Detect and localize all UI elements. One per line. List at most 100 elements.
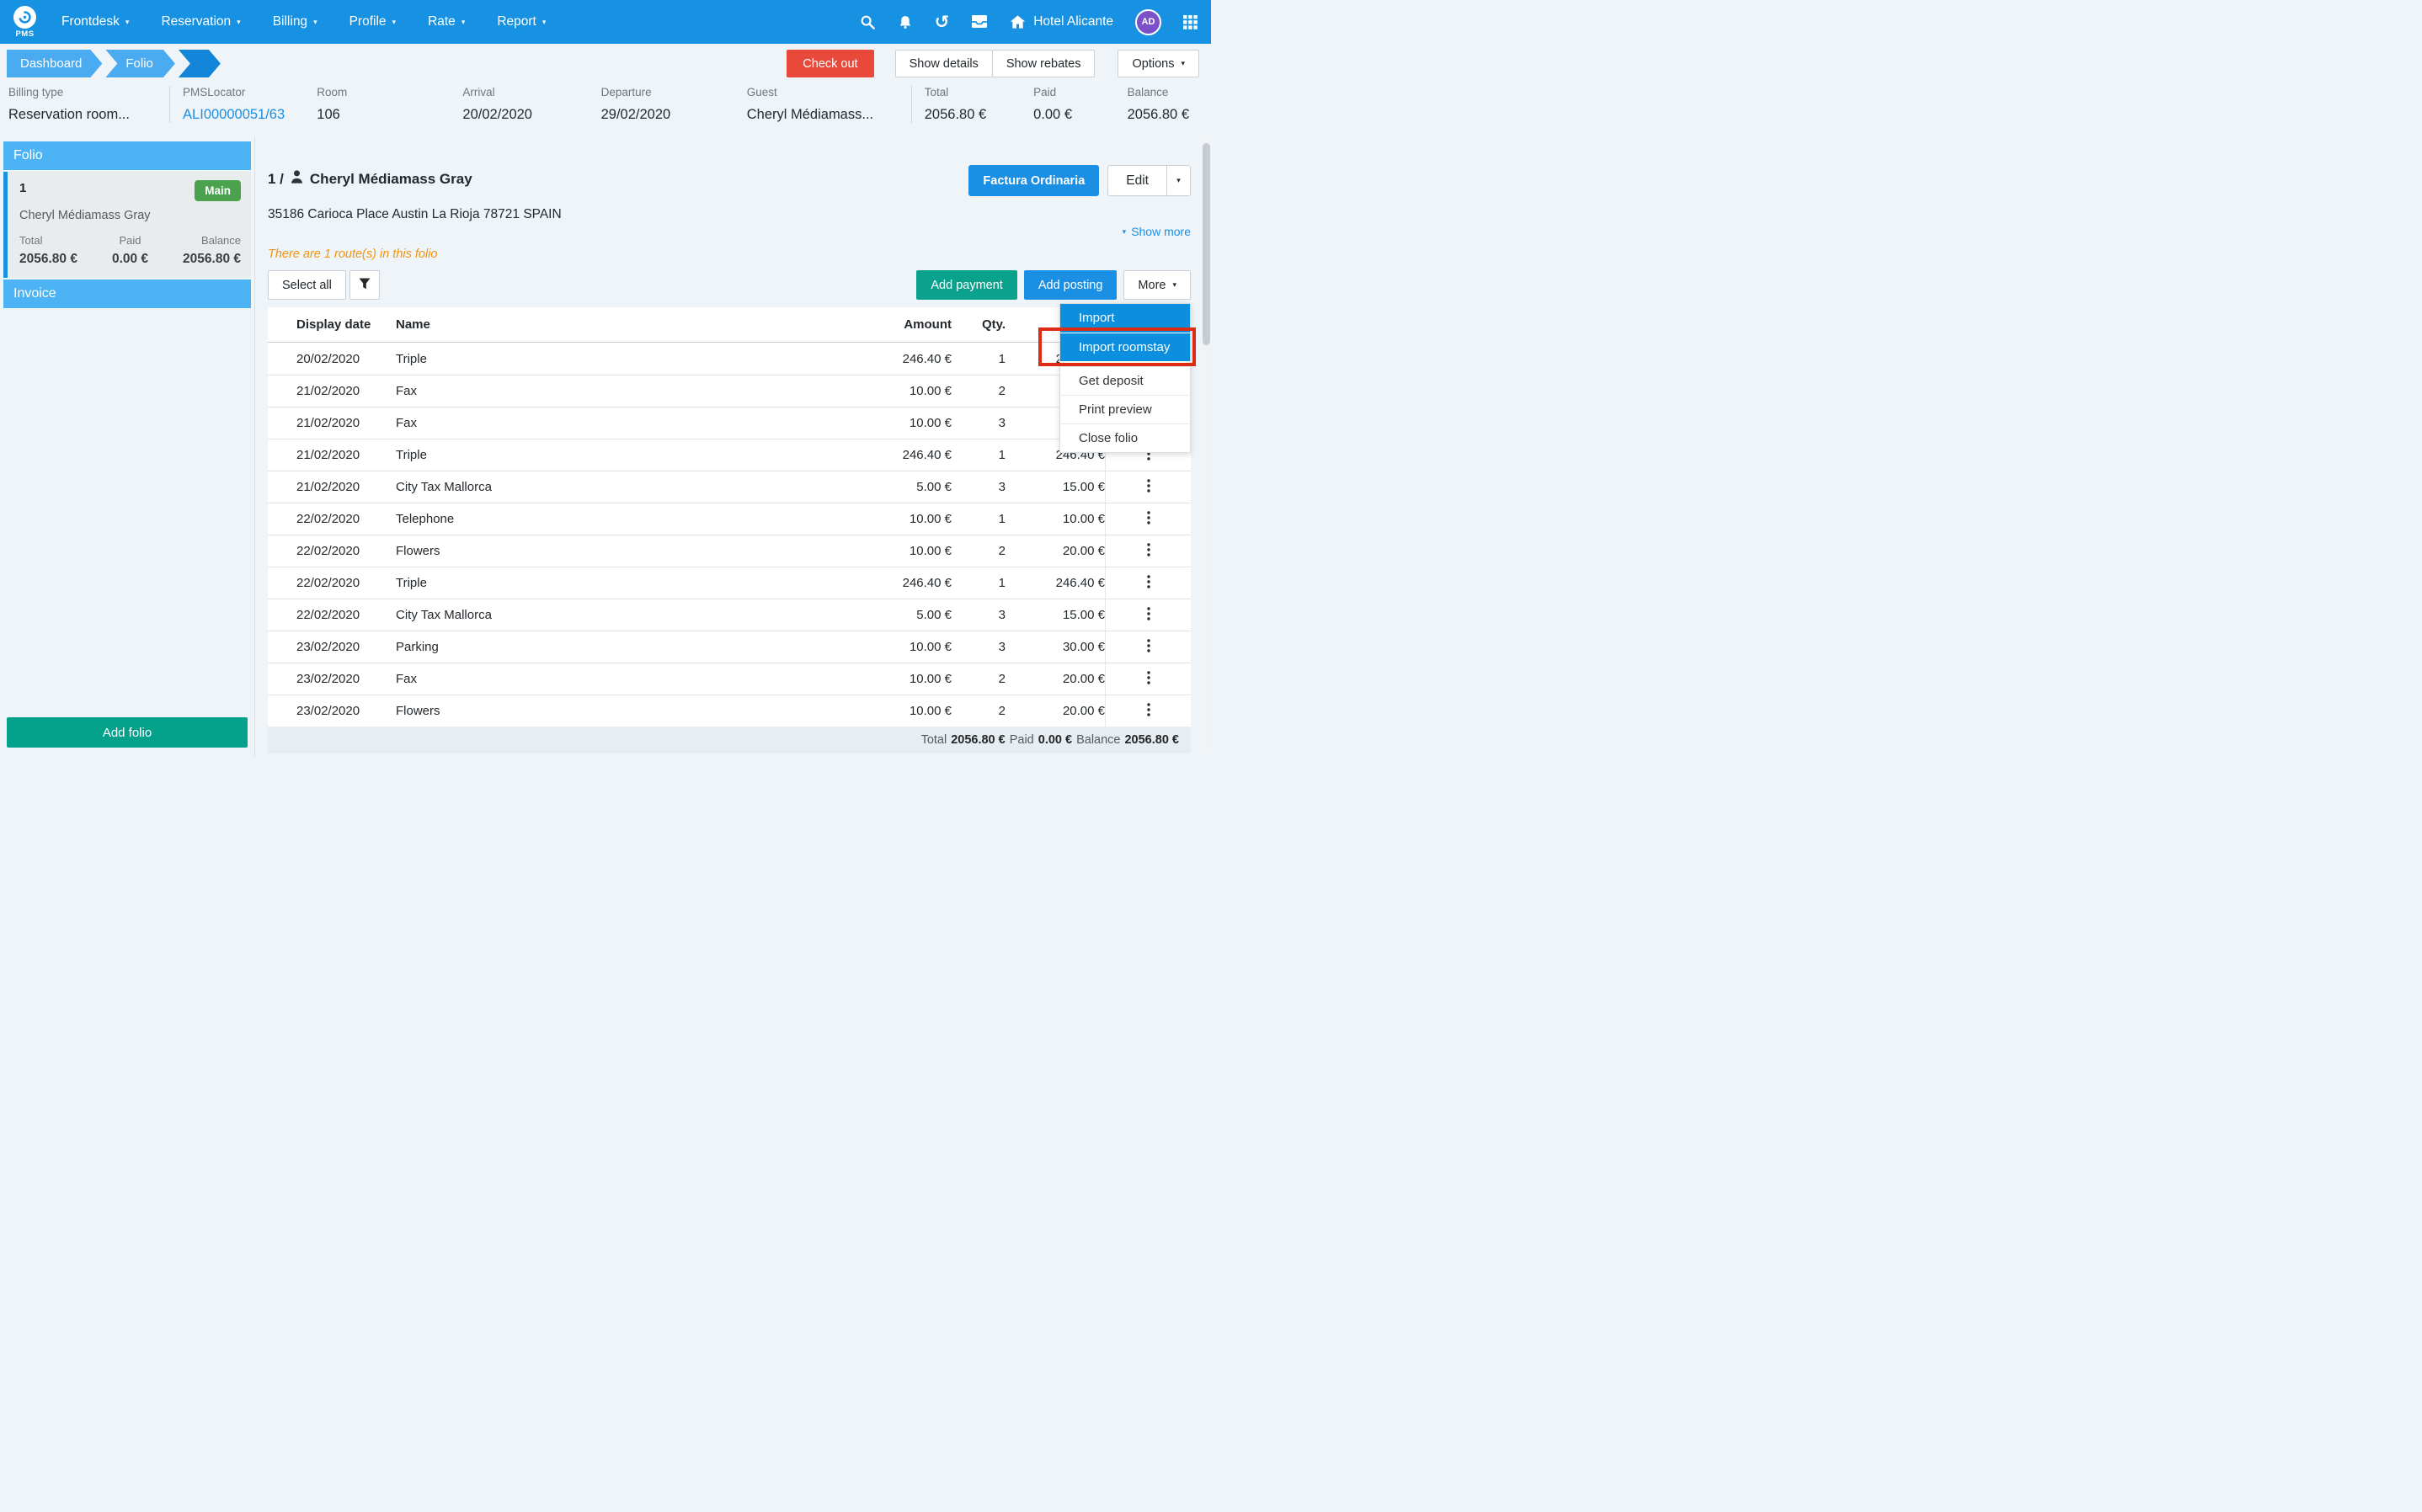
current-property[interactable]: Hotel Alicante	[1010, 14, 1113, 29]
posting-qty: 3	[952, 480, 1006, 494]
posting-date: 23/02/2020	[268, 672, 396, 686]
posting-name: Flowers	[396, 544, 849, 558]
posting-row[interactable]: 22/02/2020 Triple 246.40 € 1 246.40 €	[268, 567, 1191, 599]
chevron-down-icon: ▾	[1172, 280, 1176, 290]
posting-amount: 10.00 €	[849, 672, 952, 686]
posting-row[interactable]: 22/02/2020 City Tax Mallorca 5.00 € 3 15…	[268, 599, 1191, 631]
pms-logo-text: PMS	[15, 29, 34, 39]
posting-row[interactable]: 21/02/2020 Triple 246.40 € 1 246.40 €	[268, 439, 1191, 471]
filter-button[interactable]	[349, 270, 380, 300]
vertical-scrollbar[interactable]	[1203, 139, 1210, 753]
person-icon	[291, 170, 303, 188]
guest-title: 1 / Cheryl Médiamass Gray	[268, 165, 472, 188]
menu-item-import-roomstay[interactable]: Import roomstay	[1060, 333, 1190, 361]
posting-row[interactable]: 21/02/2020 City Tax Mallorca 5.00 € 3 15…	[268, 471, 1191, 503]
chevron-down-icon: ▾	[125, 18, 130, 27]
menu-frontdesk[interactable]: Frontdesk▾	[61, 14, 129, 29]
pms-logo[interactable]: PMS	[13, 6, 36, 39]
posting-qty: 2	[952, 544, 1006, 558]
posting-amount: 5.00 €	[849, 608, 952, 622]
posting-name: City Tax Mallorca	[396, 480, 849, 494]
col-display-date: Display date	[268, 317, 396, 332]
chevron-down-icon: ▾	[1123, 227, 1127, 237]
posting-total: 30.00 €	[1006, 640, 1105, 654]
row-kebab-menu-button[interactable]	[1139, 572, 1159, 594]
posting-row[interactable]: 21/02/2020 Fax 10.00 € 2 20.00 €	[268, 375, 1191, 407]
top-navbar: PMS Frontdesk▾ Reservation▾ Billing▾ Pro…	[0, 0, 1211, 44]
select-all-button[interactable]: Select all	[268, 270, 346, 300]
chevron-down-icon: ▾	[237, 18, 241, 27]
menu-profile[interactable]: Profile▾	[349, 14, 396, 29]
scrollbar-thumb[interactable]	[1203, 143, 1210, 345]
posting-total: 15.00 €	[1006, 480, 1105, 494]
posting-actions-cell	[1105, 471, 1191, 503]
postings-body: 20/02/2020 Triple 246.40 € 1 246.40 € 21…	[268, 343, 1191, 727]
posting-row[interactable]: 22/02/2020 Flowers 10.00 € 2 20.00 €	[268, 535, 1191, 567]
menu-item-print-preview[interactable]: Print preview	[1060, 395, 1190, 423]
postings-toolbar: Select all Add payment Add posting More …	[268, 270, 1191, 300]
row-kebab-menu-button[interactable]	[1139, 700, 1159, 722]
row-kebab-menu-button[interactable]	[1139, 540, 1159, 562]
show-details-button[interactable]: Show details	[895, 50, 993, 77]
menu-item-get-deposit[interactable]: Get deposit	[1060, 366, 1190, 395]
posting-actions-cell	[1105, 567, 1191, 599]
show-rebates-button[interactable]: Show rebates	[992, 50, 1096, 77]
posting-date: 22/02/2020	[268, 544, 396, 558]
folio-card[interactable]: 1 Main Cheryl Médiamass Gray Total 2056.…	[3, 172, 251, 278]
edit-dropdown-toggle[interactable]: ▾	[1166, 166, 1190, 195]
posting-row[interactable]: 23/02/2020 Parking 10.00 € 3 30.00 €	[268, 631, 1191, 663]
row-kebab-menu-button[interactable]	[1139, 668, 1159, 690]
user-avatar[interactable]: AD	[1135, 9, 1161, 35]
posting-row[interactable]: 23/02/2020 Fax 10.00 € 2 20.00 €	[268, 663, 1191, 695]
guest-actions: Factura Ordinaria Edit ▾	[968, 165, 1191, 196]
add-folio-button[interactable]: Add folio	[7, 717, 248, 748]
apps-grid-icon[interactable]	[1183, 15, 1198, 29]
posting-date: 22/02/2020	[268, 608, 396, 622]
edit-button[interactable]: Edit	[1108, 166, 1166, 195]
posting-row[interactable]: 21/02/2020 Fax 10.00 € 3 30.00 €	[268, 407, 1191, 439]
history-icon[interactable]: ↺	[935, 13, 950, 31]
check-out-button[interactable]: Check out	[787, 50, 873, 77]
posting-row[interactable]: 23/02/2020 Flowers 10.00 € 2 20.00 €	[268, 695, 1191, 727]
notifications-bell-icon[interactable]	[898, 14, 913, 30]
breadcrumb-dashboard[interactable]: Dashboard	[7, 50, 102, 77]
inbox-icon[interactable]	[971, 14, 988, 29]
menu-reservation[interactable]: Reservation▾	[161, 14, 240, 29]
row-kebab-menu-button[interactable]	[1139, 476, 1159, 498]
chevron-down-icon: ▾	[313, 18, 317, 27]
add-posting-button[interactable]: Add posting	[1024, 270, 1118, 300]
posting-date: 22/02/2020	[268, 512, 396, 526]
row-kebab-menu-button[interactable]	[1139, 636, 1159, 658]
field-pms-locator: PMSLocator ALI00000051/63	[169, 86, 317, 123]
chevron-down-icon: ▾	[392, 18, 397, 27]
more-button[interactable]: More ▾	[1123, 270, 1191, 300]
show-more-link[interactable]: ▾ Show more	[1123, 225, 1191, 238]
filter-funnel-icon	[359, 278, 371, 293]
posting-row[interactable]: 20/02/2020 Triple 246.40 € 1 246.40 €	[268, 343, 1191, 375]
row-kebab-menu-button[interactable]	[1139, 508, 1159, 530]
menu-item-import[interactable]: Import	[1060, 304, 1190, 333]
field-billing-type: Billing type Reservation room...	[8, 86, 169, 123]
pms-locator-link[interactable]: ALI00000051/63	[183, 107, 307, 123]
posting-qty: 1	[952, 576, 1006, 590]
posting-name: Triple	[396, 448, 849, 462]
menu-report[interactable]: Report▾	[497, 14, 546, 29]
posting-date: 22/02/2020	[268, 576, 396, 590]
add-payment-button[interactable]: Add payment	[916, 270, 1016, 300]
search-icon[interactable]	[860, 14, 876, 30]
menu-item-close-folio[interactable]: Close folio	[1060, 423, 1190, 452]
menu-billing[interactable]: Billing▾	[273, 14, 317, 29]
posting-total: 10.00 €	[1006, 512, 1105, 526]
menu-rate[interactable]: Rate▾	[428, 14, 465, 29]
posting-name: Fax	[396, 384, 849, 398]
breadcrumb-folio[interactable]: Folio	[105, 50, 175, 77]
posting-date: 21/02/2020	[268, 480, 396, 494]
posting-row[interactable]: 22/02/2020 Telephone 10.00 € 1 10.00 €	[268, 503, 1191, 535]
main-menu: Frontdesk▾ Reservation▾ Billing▾ Profile…	[61, 14, 546, 29]
invoice-type-button[interactable]: Factura Ordinaria	[968, 165, 1099, 196]
posting-name: Triple	[396, 352, 849, 366]
posting-name: Telephone	[396, 512, 849, 526]
options-button[interactable]: Options ▾	[1118, 50, 1199, 77]
row-kebab-menu-button[interactable]	[1139, 604, 1159, 626]
posting-name: Fax	[396, 416, 849, 430]
